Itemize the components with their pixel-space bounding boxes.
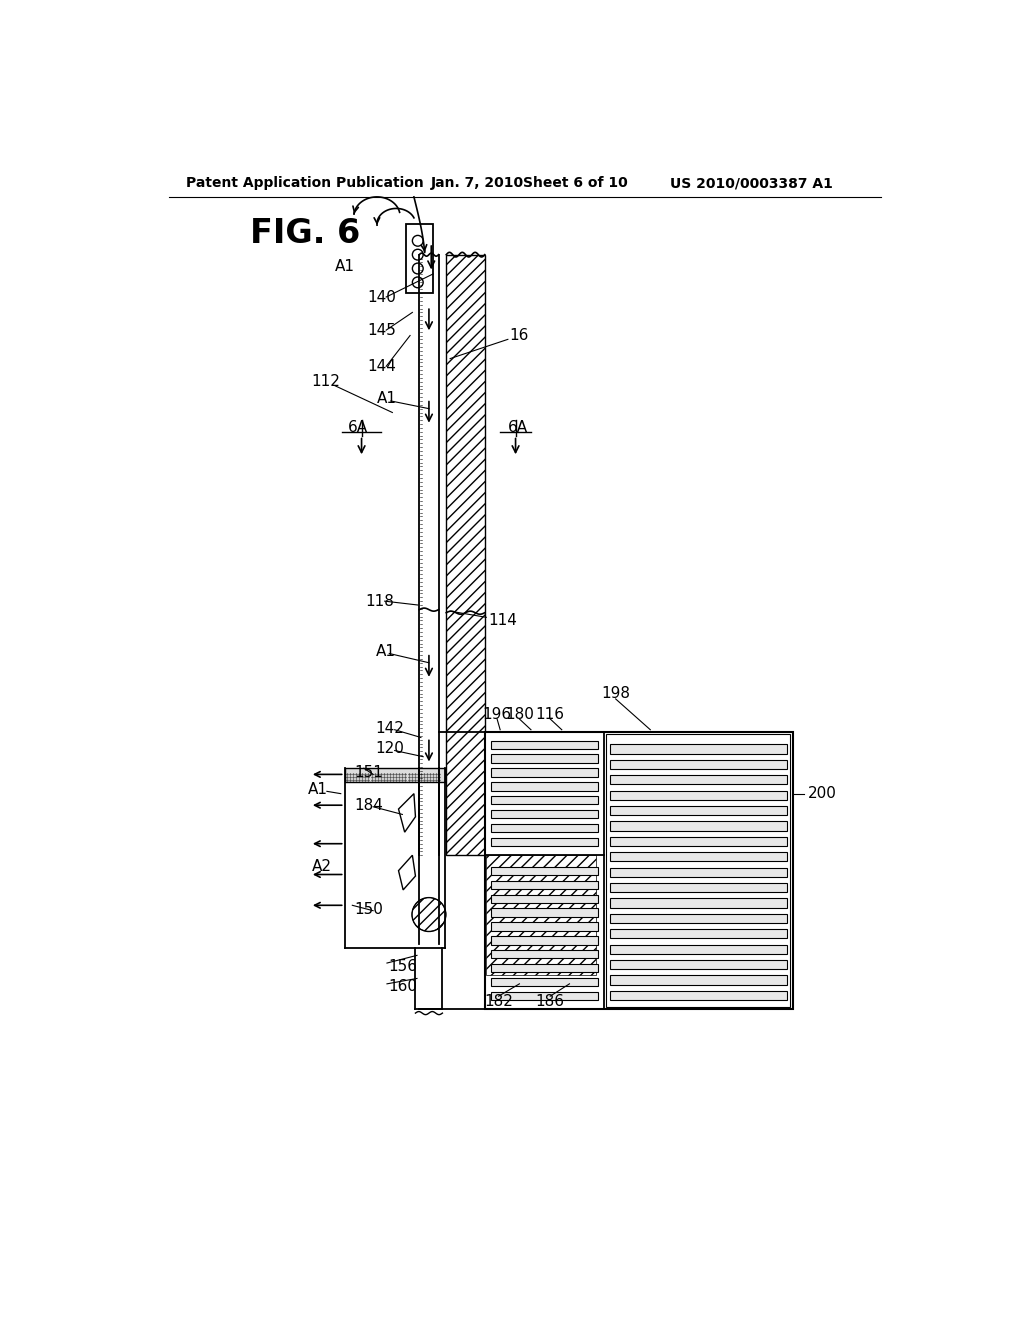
Text: 150: 150 — [354, 902, 383, 916]
Text: 160: 160 — [388, 978, 418, 994]
Bar — [490, 741, 598, 748]
Bar — [610, 899, 786, 908]
Text: 180: 180 — [505, 706, 534, 722]
Text: 16: 16 — [510, 327, 529, 343]
Bar — [490, 824, 598, 832]
Bar — [610, 791, 786, 800]
Text: 114: 114 — [487, 612, 517, 628]
Text: Sheet 6 of 10: Sheet 6 of 10 — [523, 176, 628, 190]
Text: 196: 196 — [482, 706, 512, 722]
Text: A1: A1 — [335, 259, 354, 273]
Bar — [490, 991, 598, 1001]
Text: 200: 200 — [808, 787, 837, 801]
Text: 182: 182 — [484, 994, 513, 1008]
Text: 118: 118 — [366, 594, 394, 609]
Bar — [490, 838, 598, 846]
Bar — [490, 978, 598, 986]
Text: 120: 120 — [376, 742, 404, 756]
Text: Patent Application Publication: Patent Application Publication — [186, 176, 424, 190]
Text: 184: 184 — [354, 797, 383, 813]
Bar — [610, 991, 786, 1001]
Bar — [490, 880, 598, 890]
Bar — [490, 796, 598, 804]
Bar — [490, 895, 598, 903]
Text: A1: A1 — [377, 391, 397, 407]
Bar — [345, 768, 444, 781]
Bar — [490, 755, 598, 763]
Text: 142: 142 — [376, 721, 404, 735]
Bar — [490, 781, 598, 791]
Bar — [610, 883, 786, 892]
Bar — [610, 853, 786, 862]
Bar — [610, 807, 786, 816]
Text: A2: A2 — [311, 859, 332, 874]
Bar — [490, 810, 598, 818]
Circle shape — [412, 898, 445, 932]
Text: 186: 186 — [536, 994, 564, 1008]
Bar — [610, 837, 786, 846]
Bar — [610, 929, 786, 939]
Bar — [610, 913, 786, 923]
Bar — [484, 733, 793, 1010]
Text: 140: 140 — [368, 289, 396, 305]
Bar — [490, 768, 598, 776]
Text: 151: 151 — [354, 766, 383, 780]
Bar — [610, 744, 786, 754]
Text: A1: A1 — [376, 644, 395, 659]
Bar — [490, 964, 598, 973]
Text: 144: 144 — [368, 359, 396, 374]
Bar — [610, 821, 786, 830]
Text: 116: 116 — [536, 706, 564, 722]
Text: 198: 198 — [601, 686, 630, 701]
Text: 6A: 6A — [508, 420, 528, 436]
Polygon shape — [398, 793, 416, 832]
Bar — [610, 775, 786, 784]
Text: 156: 156 — [388, 960, 418, 974]
Bar — [486, 855, 596, 974]
Bar — [610, 867, 786, 876]
Polygon shape — [398, 855, 416, 890]
Bar — [610, 760, 786, 770]
Bar — [490, 867, 598, 875]
Text: 112: 112 — [311, 374, 340, 389]
Bar — [490, 923, 598, 931]
Bar — [610, 945, 786, 954]
Bar — [610, 975, 786, 985]
Bar — [606, 734, 791, 1007]
Text: 145: 145 — [368, 322, 396, 338]
Text: A1: A1 — [307, 783, 328, 797]
Bar — [490, 908, 598, 917]
Text: US 2010/0003387 A1: US 2010/0003387 A1 — [670, 176, 833, 190]
Bar — [490, 936, 598, 945]
Bar — [610, 960, 786, 969]
Text: FIG. 6: FIG. 6 — [250, 218, 360, 251]
Bar — [446, 255, 484, 855]
Bar — [407, 224, 433, 293]
Text: Jan. 7, 2010: Jan. 7, 2010 — [431, 176, 524, 190]
Text: 6A: 6A — [348, 420, 368, 436]
Bar — [490, 950, 598, 958]
